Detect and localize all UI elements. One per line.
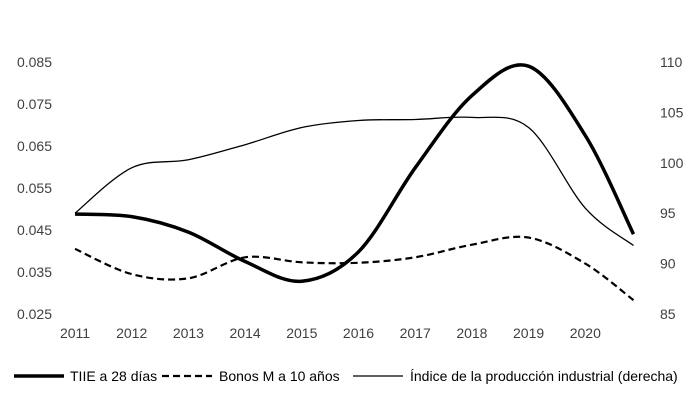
y-right-tick-label: 100: [660, 155, 684, 171]
legend-label: Índice de la producción industrial (dere…: [410, 368, 678, 384]
legend-label: Bonos M a 10 años: [219, 368, 340, 384]
y-left-tick-label: 0.065: [17, 138, 52, 154]
y-right-tick-label: 85: [660, 306, 676, 322]
x-tick-label: 2011: [60, 325, 90, 341]
y-left-tick-label: 0.025: [17, 306, 52, 322]
x-tick-label: 2013: [173, 325, 204, 341]
y-right-tick-label: 105: [660, 104, 684, 120]
legend-label: TIIE a 28 días: [70, 368, 157, 384]
indice-produccion-industrial-line: [74, 116, 634, 247]
legend-item-tiie: TIIE a 28 días: [14, 368, 157, 384]
x-tick-label: 2012: [116, 325, 147, 341]
y-left-tick-label: 0.035: [17, 264, 52, 280]
y-right-tick-label: 110: [660, 54, 683, 70]
y-right-tick-label: 95: [660, 205, 676, 221]
y-left-tick-label: 0.075: [17, 96, 52, 112]
x-axis-ticks: 2011 2012 2013 2014 2015 2016 2017 2018 2019 2020: [60, 325, 601, 341]
y-axis-right-ticks: 85 90 95 100 105 110: [660, 54, 684, 322]
legend: TIIE a 28 días Bonos M a 10 años Índice de…: [14, 368, 678, 384]
x-tick-label: 2015: [286, 325, 317, 341]
bonos-m-10-anos-line: [74, 235, 635, 301]
y-left-tick-label: 0.045: [17, 222, 52, 238]
x-tick-label: 2020: [570, 325, 601, 341]
series-layer: [74, 63, 636, 301]
x-tick-label: 2014: [230, 325, 261, 341]
x-tick-label: 2019: [513, 325, 544, 341]
y-left-tick-label: 0.055: [17, 180, 52, 196]
legend-item-bonos: Bonos M a 10 años: [162, 368, 340, 384]
legend-item-indice: Índice de la producción industrial (dere…: [353, 368, 678, 384]
y-axis-left-ticks: 0.025 0.035 0.045 0.055 0.065 0.075 0.085: [17, 54, 52, 322]
y-right-tick-label: 90: [660, 256, 676, 272]
y-left-tick-label: 0.085: [17, 54, 52, 70]
x-tick-label: 2016: [343, 325, 374, 341]
x-tick-label: 2017: [400, 325, 431, 341]
x-tick-label: 2018: [456, 325, 487, 341]
tiie-28-dias-line: [74, 63, 636, 283]
